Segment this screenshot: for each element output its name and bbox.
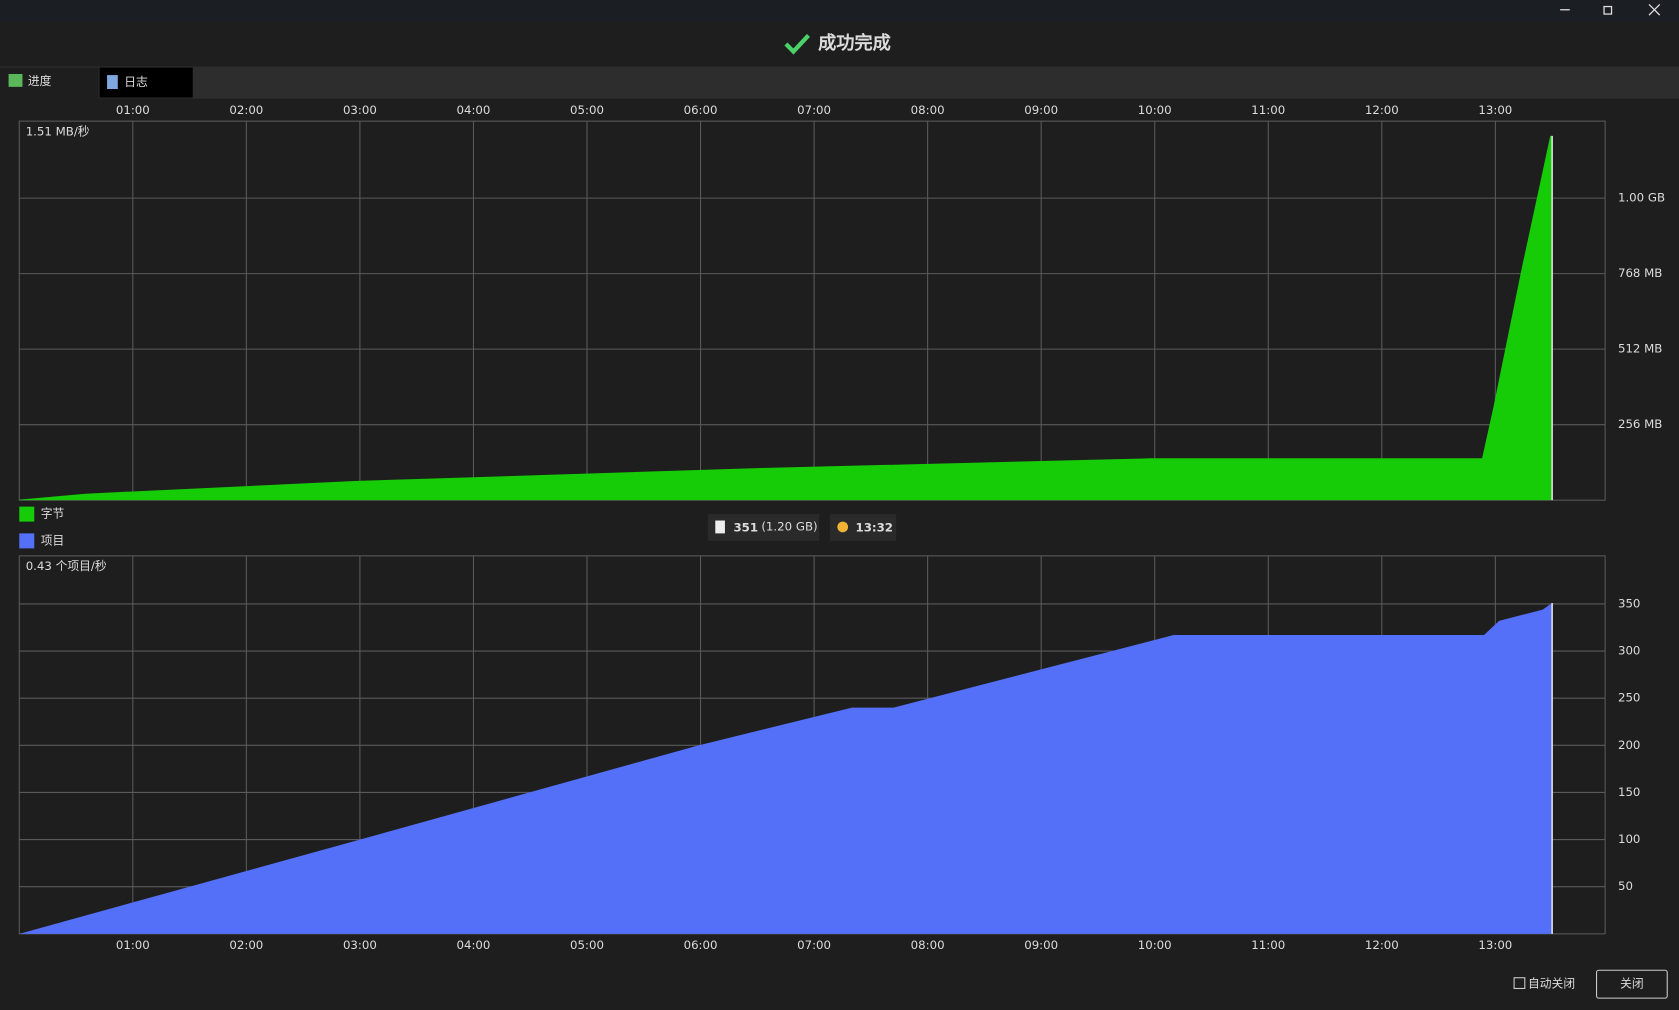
- x-tick-label: 12:00: [1365, 103, 1399, 117]
- x-tick-label: 10:00: [1138, 938, 1172, 952]
- restore-button[interactable]: [1603, 5, 1613, 15]
- x-tick-label: 11:00: [1251, 938, 1285, 952]
- tab-label[interactable]: 日志: [124, 75, 148, 89]
- rate-label: 1.51 MB/秒: [26, 124, 90, 138]
- x-tick-label: 11:00: [1251, 103, 1285, 117]
- x-tick-label: 08:00: [911, 938, 945, 952]
- x-tick-label: 01:00: [116, 938, 150, 952]
- legend-swatch: [19, 506, 35, 522]
- legend-label: 字节: [41, 507, 65, 521]
- x-tick-label: 09:00: [1024, 938, 1058, 952]
- plot-area: [18, 120, 1606, 501]
- x-tick-label: 07:00: [797, 103, 831, 117]
- close-button-label[interactable]: 关闭: [1620, 977, 1644, 991]
- x-tick-label: 03:00: [343, 103, 377, 117]
- y-tick-label: 150: [1618, 785, 1640, 799]
- tab-label[interactable]: 进度: [28, 74, 52, 88]
- tab-bar: [0, 66, 1679, 99]
- x-tick-label: 06:00: [684, 103, 718, 117]
- legend-label: 项目: [41, 533, 65, 547]
- status-elapsed: 13:32: [856, 521, 893, 535]
- x-tick-label: 12:00: [1365, 938, 1399, 952]
- x-tick-label: 08:00: [911, 103, 945, 117]
- y-tick-label: 250: [1618, 691, 1640, 705]
- file-icon: [715, 520, 725, 534]
- y-tick-label: 768 MB: [1618, 266, 1662, 280]
- close-button[interactable]: [1596, 969, 1668, 999]
- title-bar: [0, 0, 1679, 22]
- y-tick-label: 512 MB: [1618, 342, 1662, 356]
- auto-close-checkbox[interactable]: [1513, 977, 1526, 989]
- x-tick-label: 09:00: [1024, 103, 1058, 117]
- y-tick-label: 256 MB: [1618, 417, 1662, 431]
- x-tick-label: 13:00: [1478, 938, 1512, 952]
- x-tick-label: 02:00: [229, 103, 263, 117]
- tab-icon: [107, 75, 118, 89]
- x-tick-label: 03:00: [343, 938, 377, 952]
- y-tick-label: 50: [1618, 879, 1633, 893]
- x-tick-label: 13:00: [1478, 103, 1512, 117]
- x-tick-label: 06:00: [684, 938, 718, 952]
- status-items: 351: [733, 521, 758, 535]
- y-tick-label: 200: [1618, 738, 1640, 752]
- tab-icon: [8, 74, 23, 87]
- status-size: (1.20 GB): [761, 519, 817, 533]
- close-window-button[interactable]: [1648, 3, 1661, 16]
- window-title: 成功完成: [818, 32, 891, 54]
- y-tick-label: 100: [1618, 832, 1640, 846]
- success-icon: [784, 33, 811, 55]
- x-tick-label: 02:00: [229, 938, 263, 952]
- x-tick-label: 04:00: [456, 103, 490, 117]
- area: [19, 602, 1553, 934]
- x-tick-label: 07:00: [797, 938, 831, 952]
- legend-swatch: [19, 533, 35, 549]
- x-tick-label: 01:00: [116, 103, 150, 117]
- x-tick-label: 10:00: [1138, 103, 1172, 117]
- rate-label: 0.43 个项目/秒: [26, 559, 107, 573]
- area: [19, 135, 1553, 501]
- y-tick-label: 1.00 GB: [1618, 191, 1665, 205]
- x-tick-label: 04:00: [456, 938, 490, 952]
- x-tick-label: 05:00: [570, 938, 604, 952]
- clock-icon: [837, 521, 849, 533]
- y-tick-label: 300: [1618, 644, 1640, 658]
- y-tick-label: 350: [1618, 596, 1640, 610]
- auto-close-label[interactable]: 自动关闭: [1528, 977, 1575, 991]
- status-box: [707, 514, 820, 541]
- x-tick-label: 05:00: [570, 103, 604, 117]
